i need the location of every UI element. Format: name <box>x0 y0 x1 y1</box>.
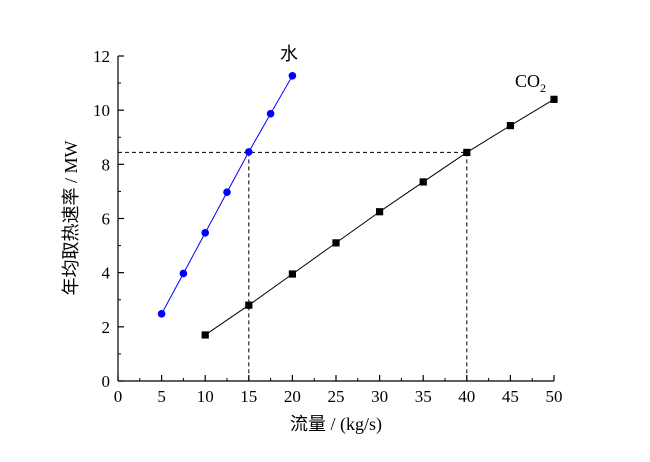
data-point-water <box>179 269 188 278</box>
series-line-co2 <box>204 98 555 336</box>
series-label-co2-main: CO <box>515 71 540 91</box>
series-label-co2: CO2 <box>515 71 546 95</box>
data-point-water <box>288 71 297 80</box>
labels: 流量 / (kg/s) 年均取热速率 / MW 水 CO2 <box>61 44 546 435</box>
data-point-co2 <box>288 270 296 278</box>
x-tick-label: 5 <box>157 387 166 406</box>
y-tick-label: 2 <box>102 318 111 337</box>
x-tick-label: 25 <box>328 387 345 406</box>
x-tick-label: 50 <box>546 387 563 406</box>
x-tick-label: 30 <box>371 387 388 406</box>
y-tick-label: 4 <box>102 264 111 283</box>
x-tick-label: 15 <box>240 387 257 406</box>
ticks: 0 5 10 15 20 25 30 35 40 45 50 0 2 4 6 8 10 12 <box>93 47 563 406</box>
data-point-co2 <box>332 239 340 247</box>
x-tick-label: 40 <box>458 387 475 406</box>
data-point-co2 <box>550 95 558 103</box>
y-tick-label: 12 <box>93 47 110 66</box>
x-tick-label: 10 <box>197 387 214 406</box>
y-axis-title: 年均取热速率 / MW <box>61 140 81 295</box>
data-point-water <box>157 310 166 318</box>
data-point-co2 <box>376 208 384 216</box>
y-tick-label: 10 <box>93 101 110 120</box>
data-point-water <box>245 148 253 156</box>
data-point-water <box>201 229 209 237</box>
reference-lines <box>118 151 468 381</box>
data-point-co2 <box>419 178 427 186</box>
x-tick-label: 20 <box>284 387 301 406</box>
x-axis-title: 流量 / (kg/s) <box>290 414 382 435</box>
data-point-co2 <box>463 148 471 157</box>
data-point-co2 <box>506 122 514 130</box>
y-tick-label: 6 <box>102 210 111 229</box>
series <box>157 71 558 339</box>
axes <box>117 56 554 382</box>
series-label-water: 水 <box>280 44 298 64</box>
data-point-water <box>266 109 275 118</box>
series-label-co2-subscript: 2 <box>540 81 546 95</box>
x-tick-label: 45 <box>502 387 519 406</box>
x-tick-label: 35 <box>415 387 432 406</box>
y-tick-label: 0 <box>102 372 111 391</box>
data-point-co2 <box>201 331 209 339</box>
y-tick-label: 8 <box>102 155 111 174</box>
x-tick-label: 0 <box>114 387 123 406</box>
data-point-co2 <box>245 301 253 309</box>
data-point-water <box>223 188 231 197</box>
